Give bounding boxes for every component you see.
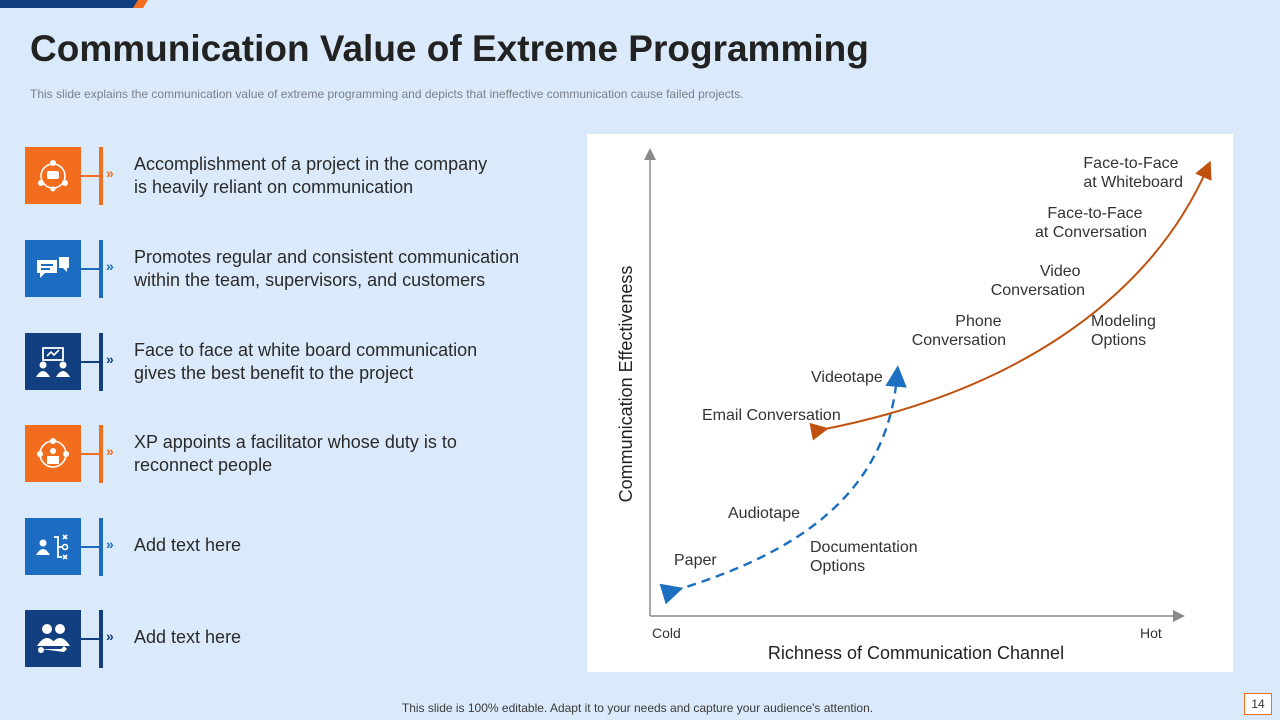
x-max-label: Hot	[1140, 625, 1162, 641]
item-text[interactable]: Add text here	[134, 535, 242, 555]
facilitator-icon	[25, 425, 81, 482]
label-audiotape: Audiotape	[728, 505, 800, 522]
x-min-label: Cold	[652, 625, 681, 641]
chevron-right-icon: »	[106, 628, 114, 644]
item-line: XP appoints a facilitator whose duty is …	[134, 432, 457, 452]
item-line: within the team, supervisors, and custom…	[134, 270, 486, 290]
label-face-whiteboard: Face-to-Face at Whiteboard	[1083, 155, 1183, 191]
divider-bar	[99, 333, 103, 391]
label-phone-conversation: Phone Conversation	[912, 313, 1006, 349]
item-line: gives the best benefit to the project	[134, 363, 414, 383]
divider-bar	[99, 425, 103, 483]
item-line: Accomplishment of a project in the compa…	[134, 154, 488, 174]
list-item: » Add text here	[25, 610, 570, 668]
connector-line	[81, 175, 99, 177]
list-item: » Promotes regular and consistent commun…	[25, 240, 570, 298]
list-item: » Accomplishment of a project in the com…	[25, 147, 570, 205]
footer-note: This slide is 100% editable. Adapt it to…	[401, 701, 874, 715]
chevron-right-icon: »	[106, 165, 114, 181]
y-axis-label: Communication Effectiveness	[616, 266, 636, 503]
communication-diagram: Communication Effectiveness Richness of …	[587, 134, 1233, 672]
divider-bar	[99, 147, 103, 205]
item-text: Promotes regular and consistent communic…	[134, 246, 574, 292]
item-text: Face to face at white board communicatio…	[134, 339, 574, 385]
label-email-conversation: Email Conversation	[702, 407, 841, 424]
list-item: » Add text here	[25, 518, 570, 576]
chevron-right-icon: »	[106, 536, 114, 552]
team-network-icon	[25, 147, 81, 204]
label-videotape: Videotape	[811, 369, 883, 386]
whiteboard-meeting-icon	[25, 333, 81, 390]
item-text: Accomplishment of a project in the compa…	[134, 153, 574, 199]
divider-bar	[99, 610, 103, 668]
label-paper: Paper	[674, 552, 717, 569]
support-team-icon	[25, 610, 81, 667]
page-title: Communication Value of Extreme Programmi…	[30, 28, 869, 69]
label-modeling-options: Modeling Options	[1091, 313, 1160, 349]
item-text: XP appoints a facilitator whose duty is …	[134, 431, 574, 477]
top-accent-bar	[0, 0, 148, 8]
item-line: Promotes regular and consistent communic…	[134, 247, 520, 267]
divider-bar	[99, 240, 103, 298]
connector-line	[81, 638, 99, 640]
item-line: is heavily reliant on communication	[134, 177, 414, 197]
connector-line	[81, 361, 99, 363]
item-line: reconnect people	[134, 455, 273, 475]
connector-line	[81, 453, 99, 455]
connector-line	[81, 268, 99, 270]
page-number: 14	[1244, 693, 1272, 715]
list-item: » XP appoints a facilitator whose duty i…	[25, 425, 570, 483]
x-axis-label: Richness of Communication Channel	[768, 643, 1064, 663]
chevron-right-icon: »	[106, 258, 114, 274]
list-item: » Face to face at white board communicat…	[25, 333, 570, 391]
strategy-plan-icon	[25, 518, 81, 575]
divider-bar	[99, 518, 103, 576]
page-subtitle: This slide explains the communication va…	[30, 87, 744, 101]
label-video-conversation: Video Conversation	[991, 263, 1085, 299]
chevron-right-icon: »	[106, 443, 114, 459]
item-text[interactable]: Add text here	[134, 627, 242, 647]
label-face-conversation: Face-to-Face at Conversation	[1035, 205, 1147, 241]
connector-line	[81, 546, 99, 548]
item-line: Face to face at white board communicatio…	[134, 340, 478, 360]
chevron-right-icon: »	[106, 351, 114, 367]
solid-curve	[809, 160, 1212, 441]
chat-bubbles-icon	[25, 240, 81, 297]
label-documentation-options: Documentation Options	[810, 539, 922, 575]
